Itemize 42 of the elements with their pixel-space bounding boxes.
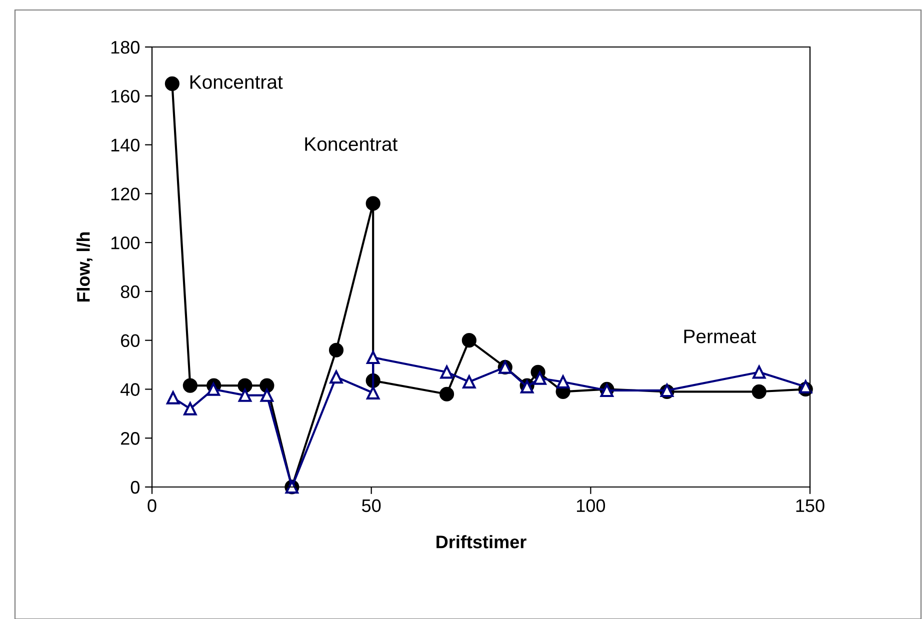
y-tick-label: 0 [130, 480, 140, 494]
point [260, 388, 274, 402]
point [164, 76, 180, 91]
point [166, 391, 180, 404]
point [184, 402, 197, 416]
point [366, 196, 380, 211]
y-axis-title: Flow, l/h [76, 232, 92, 302]
y-tick-label: 100 [111, 236, 140, 250]
point [556, 375, 570, 388]
point [462, 333, 476, 348]
y-tick-label: 40 [120, 383, 140, 396]
x-tick-label: 150 [796, 499, 824, 512]
y-tick-label: 20 [121, 432, 140, 445]
point [366, 386, 380, 400]
y-tick-label: 160 [111, 90, 140, 103]
x-axis-title: Driftstimer [436, 535, 526, 548]
y-tick-label: 180 [111, 40, 140, 54]
annotation: Permeat [684, 330, 756, 344]
annotation: Koncentrat [305, 137, 398, 151]
point [752, 384, 766, 399]
point [752, 366, 766, 379]
y-tick-label: 80 [120, 285, 140, 298]
y-tick-label: 140 [111, 138, 140, 152]
x-tick-label: 100 [576, 499, 606, 512]
point [238, 388, 252, 402]
point [330, 370, 343, 384]
x-tick-label: 0 [148, 499, 156, 512]
point [366, 350, 380, 364]
point [440, 366, 454, 379]
point [260, 378, 274, 393]
point [182, 378, 198, 393]
point [533, 372, 546, 385]
annotation: Koncentrat [190, 75, 283, 89]
x-tick-label: 50 [362, 499, 381, 512]
y-tick-label: 60 [121, 334, 140, 348]
point [238, 378, 252, 393]
point [328, 342, 344, 358]
y-tick-label: 120 [111, 188, 140, 200]
point [462, 375, 476, 388]
point [799, 380, 812, 394]
point [439, 386, 454, 402]
point [206, 382, 220, 396]
